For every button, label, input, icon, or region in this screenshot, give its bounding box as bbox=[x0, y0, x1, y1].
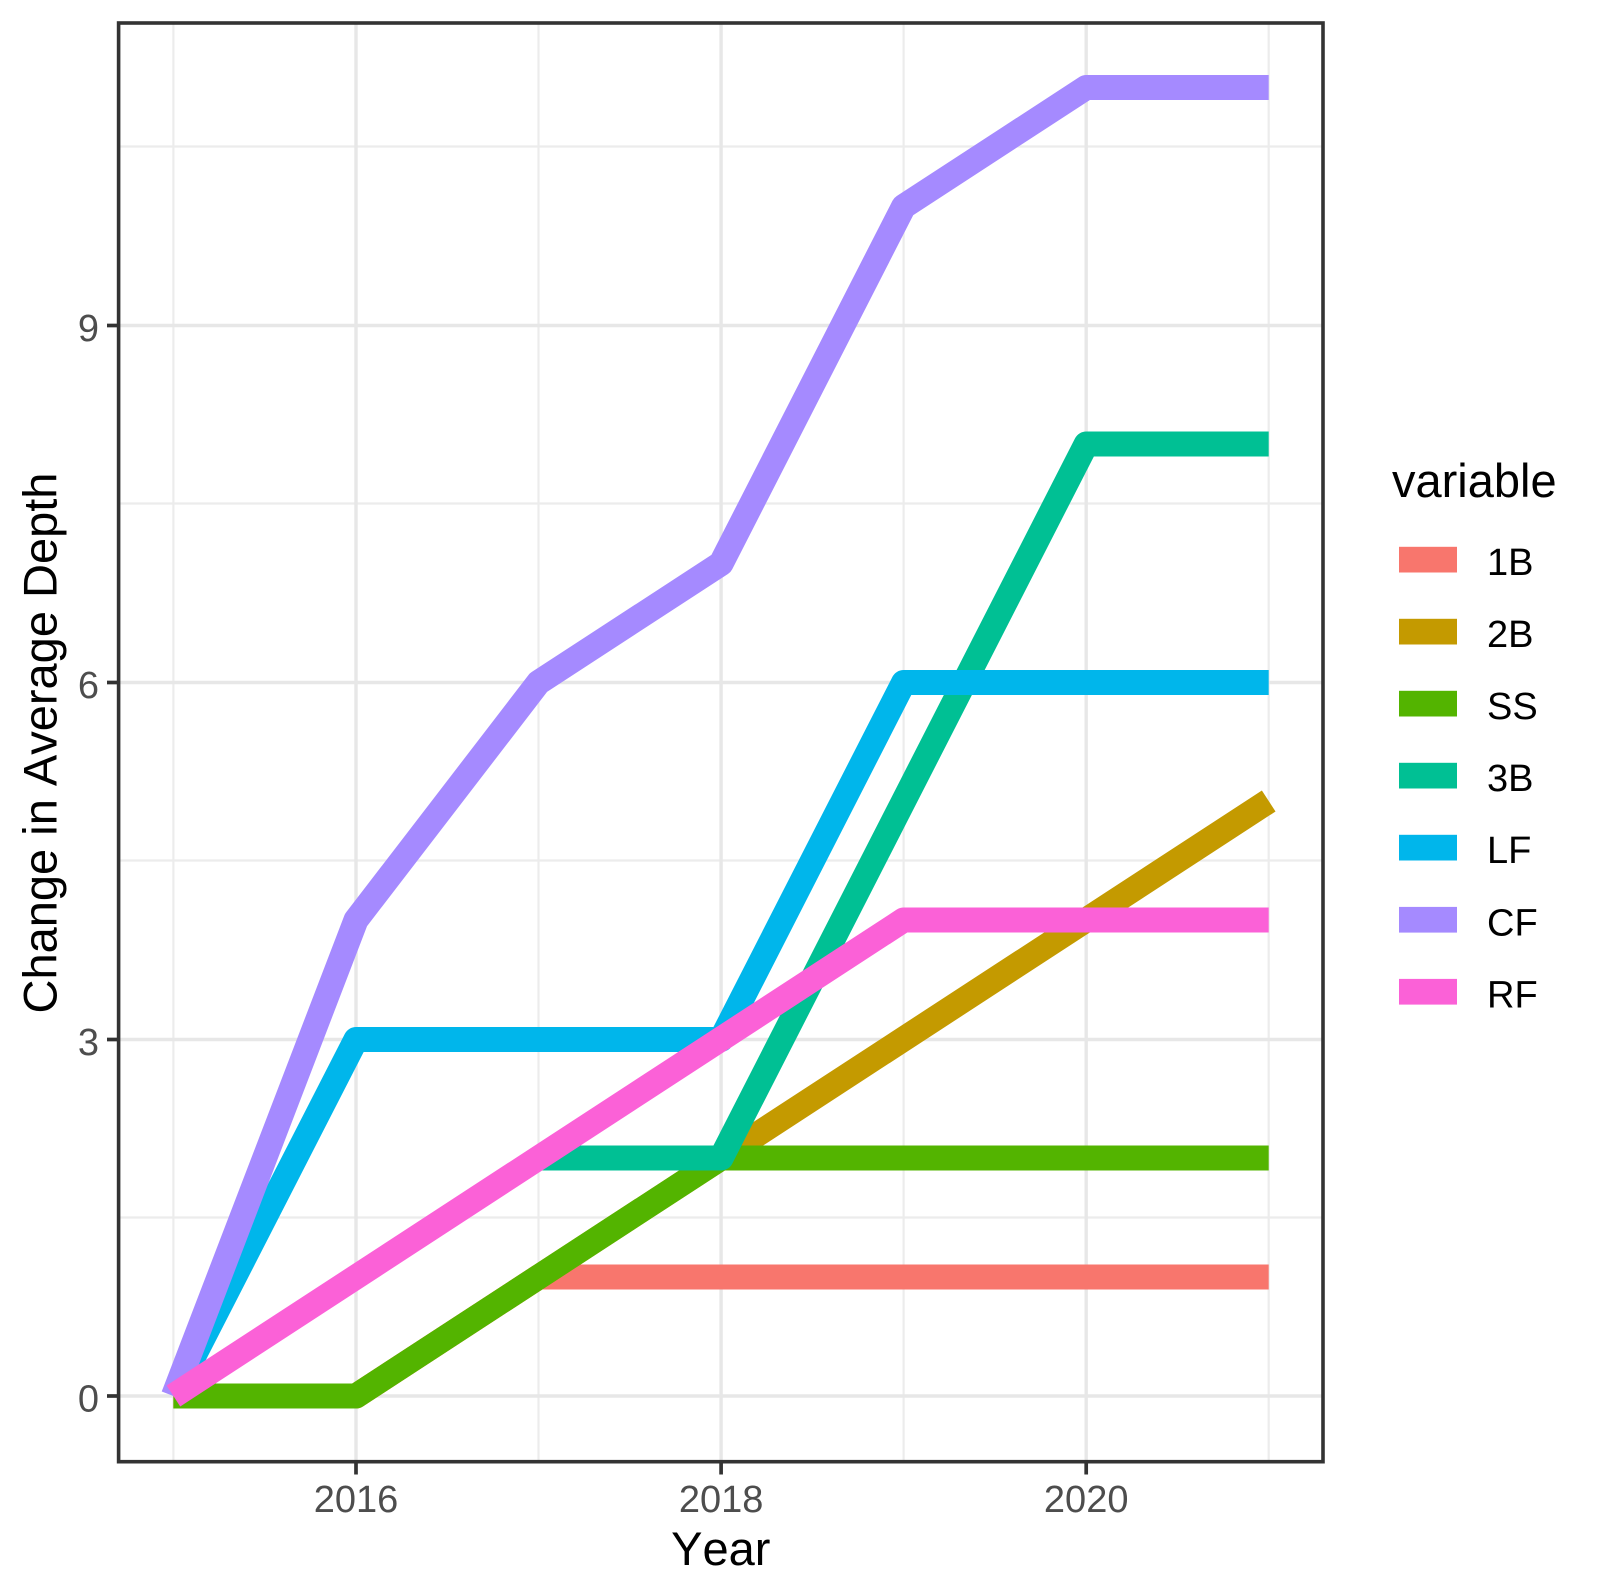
svg-text:Change in Average Depth: Change in Average Depth bbox=[14, 473, 67, 1014]
svg-text:2020: 2020 bbox=[1044, 1479, 1129, 1521]
svg-text:9: 9 bbox=[78, 308, 99, 350]
svg-text:0: 0 bbox=[78, 1379, 99, 1421]
svg-text:2016: 2016 bbox=[314, 1479, 399, 1521]
svg-text:3: 3 bbox=[78, 1022, 99, 1064]
svg-text:variable: variable bbox=[1392, 454, 1557, 507]
svg-text:Year: Year bbox=[671, 1522, 770, 1575]
svg-text:LF: LF bbox=[1487, 830, 1531, 872]
svg-text:CF: CF bbox=[1487, 902, 1538, 944]
svg-text:1B: 1B bbox=[1487, 542, 1533, 584]
svg-text:3B: 3B bbox=[1487, 758, 1533, 800]
svg-text:6: 6 bbox=[78, 665, 99, 707]
svg-text:2018: 2018 bbox=[679, 1479, 764, 1521]
svg-text:SS: SS bbox=[1487, 686, 1538, 728]
svg-text:RF: RF bbox=[1487, 974, 1538, 1016]
svg-text:2B: 2B bbox=[1487, 614, 1533, 656]
